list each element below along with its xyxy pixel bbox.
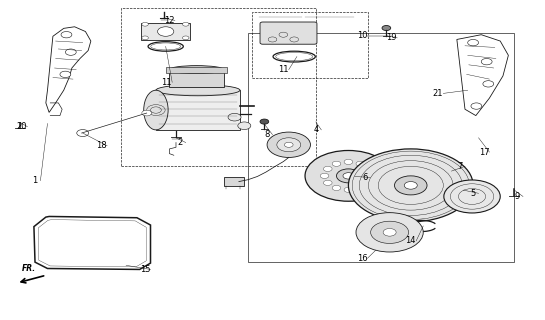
Text: FR.: FR. — [21, 264, 35, 273]
Text: 21: 21 — [433, 89, 443, 98]
Circle shape — [142, 22, 148, 26]
Circle shape — [468, 39, 479, 46]
Circle shape — [332, 161, 341, 166]
Text: 1: 1 — [32, 176, 38, 185]
Text: 20: 20 — [17, 122, 27, 131]
Circle shape — [77, 130, 89, 137]
Circle shape — [277, 138, 301, 152]
Circle shape — [348, 149, 473, 222]
Text: 18: 18 — [96, 141, 107, 150]
Circle shape — [365, 166, 373, 172]
Bar — [223, 177, 244, 186]
Text: 12: 12 — [164, 16, 175, 25]
Circle shape — [183, 36, 189, 40]
Circle shape — [65, 49, 76, 55]
Text: 2: 2 — [178, 138, 183, 147]
Circle shape — [343, 173, 354, 179]
Bar — [252, 12, 368, 78]
Circle shape — [332, 185, 341, 190]
Circle shape — [323, 180, 332, 185]
Circle shape — [142, 36, 148, 40]
Circle shape — [344, 187, 353, 192]
Circle shape — [356, 161, 365, 166]
Text: 17: 17 — [479, 148, 489, 156]
FancyBboxPatch shape — [260, 22, 317, 44]
Circle shape — [183, 22, 189, 26]
Bar — [156, 90, 240, 130]
Circle shape — [368, 173, 377, 178]
Circle shape — [284, 142, 293, 147]
Text: 16: 16 — [356, 254, 367, 263]
Text: 7: 7 — [457, 162, 462, 171]
Circle shape — [395, 176, 427, 195]
Circle shape — [320, 173, 329, 178]
Circle shape — [238, 122, 251, 130]
Text: 9: 9 — [515, 192, 520, 201]
Circle shape — [444, 180, 500, 213]
Text: 4: 4 — [313, 125, 318, 134]
Bar — [141, 23, 190, 40]
Ellipse shape — [156, 85, 240, 96]
Text: 19: 19 — [386, 33, 397, 42]
Text: 5: 5 — [470, 189, 476, 198]
Circle shape — [383, 228, 396, 236]
Text: 15: 15 — [140, 265, 150, 274]
Text: 11: 11 — [278, 65, 289, 74]
Text: 6: 6 — [362, 173, 367, 182]
Circle shape — [483, 81, 494, 87]
Circle shape — [404, 181, 417, 189]
Circle shape — [481, 59, 492, 65]
Bar — [169, 69, 223, 87]
Circle shape — [336, 169, 360, 183]
Circle shape — [305, 150, 392, 201]
Ellipse shape — [144, 90, 168, 130]
Circle shape — [260, 119, 269, 124]
Circle shape — [61, 32, 72, 38]
Circle shape — [60, 71, 71, 77]
Bar — [120, 8, 316, 166]
Circle shape — [158, 27, 174, 36]
Circle shape — [344, 159, 353, 164]
Text: 10: 10 — [357, 31, 367, 40]
Circle shape — [142, 110, 152, 116]
Bar — [166, 67, 227, 73]
Text: 11: 11 — [161, 78, 172, 87]
Circle shape — [228, 113, 241, 121]
Circle shape — [356, 185, 365, 190]
Text: 8: 8 — [264, 130, 270, 139]
Text: 14: 14 — [405, 236, 416, 245]
Circle shape — [471, 103, 482, 109]
Circle shape — [356, 213, 423, 252]
Circle shape — [267, 132, 311, 157]
Circle shape — [365, 180, 373, 185]
Circle shape — [382, 26, 391, 31]
Circle shape — [323, 166, 332, 172]
Circle shape — [371, 221, 409, 244]
Ellipse shape — [169, 66, 223, 74]
